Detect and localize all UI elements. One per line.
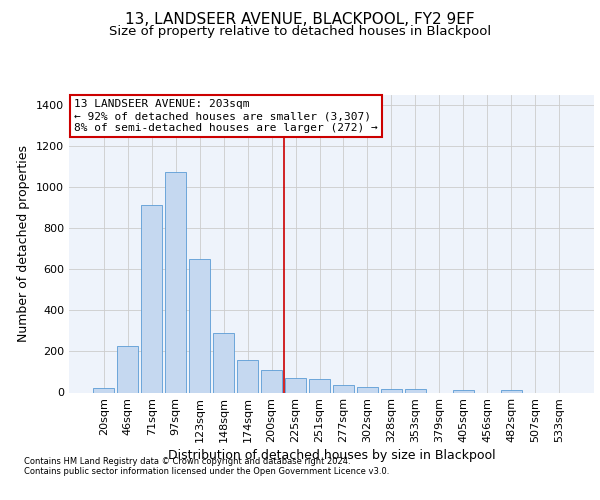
Text: Size of property relative to detached houses in Blackpool: Size of property relative to detached ho… [109, 25, 491, 38]
Bar [452, 390, 474, 392]
Bar [213, 333, 235, 392]
Bar [500, 390, 522, 392]
Bar [237, 360, 259, 392]
Bar [380, 390, 402, 392]
Text: Contains public sector information licensed under the Open Government Licence v3: Contains public sector information licen… [24, 468, 389, 476]
Text: 13, LANDSEER AVENUE, BLACKPOOL, FY2 9EF: 13, LANDSEER AVENUE, BLACKPOOL, FY2 9EF [125, 12, 475, 28]
Bar [141, 205, 163, 392]
Text: 13 LANDSEER AVENUE: 203sqm
← 92% of detached houses are smaller (3,307)
8% of se: 13 LANDSEER AVENUE: 203sqm ← 92% of deta… [74, 100, 378, 132]
Bar [309, 378, 331, 392]
Bar [93, 388, 115, 392]
Bar [189, 259, 211, 392]
X-axis label: Distribution of detached houses by size in Blackpool: Distribution of detached houses by size … [167, 450, 496, 462]
Bar [261, 370, 283, 392]
Bar [356, 387, 378, 392]
Bar [332, 384, 354, 392]
Bar [285, 378, 307, 392]
Text: Contains HM Land Registry data © Crown copyright and database right 2024.: Contains HM Land Registry data © Crown c… [24, 458, 350, 466]
Bar [117, 346, 139, 393]
Bar [404, 390, 426, 392]
Y-axis label: Number of detached properties: Number of detached properties [17, 145, 31, 342]
Bar [165, 172, 187, 392]
